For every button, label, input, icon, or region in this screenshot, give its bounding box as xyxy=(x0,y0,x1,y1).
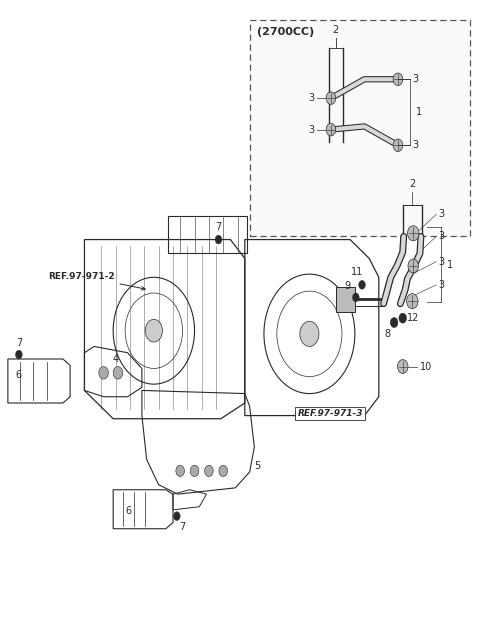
Circle shape xyxy=(326,92,336,105)
Text: (2700CC): (2700CC) xyxy=(257,27,314,37)
Circle shape xyxy=(326,123,336,136)
Text: 6: 6 xyxy=(125,506,132,516)
Text: REF.97-971-2: REF.97-971-2 xyxy=(48,272,145,290)
Text: 1: 1 xyxy=(447,260,453,270)
Circle shape xyxy=(113,367,123,379)
Text: 5: 5 xyxy=(254,461,261,471)
Text: 3: 3 xyxy=(439,209,445,219)
Circle shape xyxy=(300,321,319,347)
Text: 2: 2 xyxy=(409,180,415,189)
Text: 7: 7 xyxy=(179,522,185,532)
Circle shape xyxy=(352,293,359,302)
Text: REF.97-971-3: REF.97-971-3 xyxy=(298,409,363,418)
Circle shape xyxy=(397,360,408,374)
Circle shape xyxy=(407,294,418,309)
Text: 3: 3 xyxy=(308,93,314,103)
Circle shape xyxy=(215,235,222,244)
Circle shape xyxy=(176,465,184,476)
Text: 2: 2 xyxy=(333,25,339,35)
Circle shape xyxy=(204,465,213,476)
Circle shape xyxy=(173,512,180,520)
Text: 11: 11 xyxy=(351,267,363,277)
Text: 12: 12 xyxy=(407,313,419,323)
Text: 4: 4 xyxy=(112,354,119,364)
Text: 9: 9 xyxy=(344,281,350,291)
FancyBboxPatch shape xyxy=(336,287,355,312)
Text: 3: 3 xyxy=(439,231,445,241)
Circle shape xyxy=(393,139,403,152)
Text: 6: 6 xyxy=(15,370,21,380)
Circle shape xyxy=(99,367,108,379)
Text: 10: 10 xyxy=(420,362,432,372)
Circle shape xyxy=(399,313,407,323)
Text: 7: 7 xyxy=(16,338,22,348)
Circle shape xyxy=(15,350,22,359)
Text: 8: 8 xyxy=(384,329,391,339)
Circle shape xyxy=(190,465,199,476)
Circle shape xyxy=(390,318,398,328)
Text: 3: 3 xyxy=(412,140,419,151)
Text: 3: 3 xyxy=(308,125,314,135)
Circle shape xyxy=(408,226,419,241)
Text: 1: 1 xyxy=(416,107,422,117)
FancyBboxPatch shape xyxy=(250,20,470,236)
Text: 3: 3 xyxy=(439,256,445,266)
Circle shape xyxy=(145,319,162,342)
Text: 3: 3 xyxy=(439,280,445,290)
Circle shape xyxy=(359,280,365,289)
Circle shape xyxy=(408,259,419,273)
Circle shape xyxy=(219,465,228,476)
Text: 7: 7 xyxy=(216,222,222,232)
Text: 3: 3 xyxy=(412,74,419,84)
Circle shape xyxy=(393,73,403,86)
